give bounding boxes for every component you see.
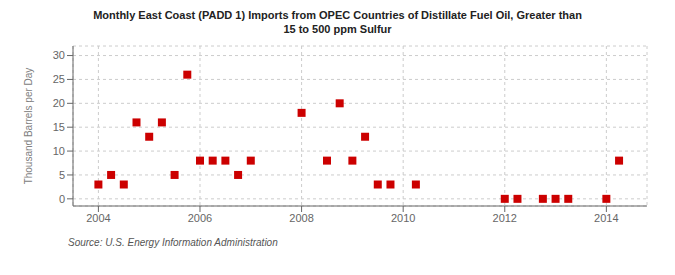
svg-text:0: 0 (59, 193, 65, 205)
svg-text:2006: 2006 (188, 212, 212, 224)
svg-text:2008: 2008 (289, 212, 313, 224)
svg-text:2012: 2012 (493, 212, 517, 224)
html-text:Source: U.S. Energy Informatio: Source: U.S. Energy Information Administ… (68, 237, 278, 248)
svg-text:30: 30 (53, 49, 65, 61)
svg-text:2004: 2004 (86, 212, 110, 224)
svg-text:Thousand Barrels per Day: Thousand Barrels per Day (23, 68, 34, 185)
svg-text:15: 15 (53, 121, 65, 133)
svg-text:25: 25 (53, 73, 65, 85)
svg-text:2014: 2014 (594, 212, 618, 224)
html-text:Monthly East Coast (PADD 1) Im: Monthly East Coast (PADD 1) Imports from… (93, 9, 582, 21)
svg-text:20: 20 (53, 97, 65, 109)
svg-text:5: 5 (59, 169, 65, 181)
html-text:15 to 500 ppm Sulfur: 15 to 500 ppm Sulfur (283, 23, 392, 35)
svg-text:2010: 2010 (391, 212, 415, 224)
svg-text:10: 10 (53, 145, 65, 157)
